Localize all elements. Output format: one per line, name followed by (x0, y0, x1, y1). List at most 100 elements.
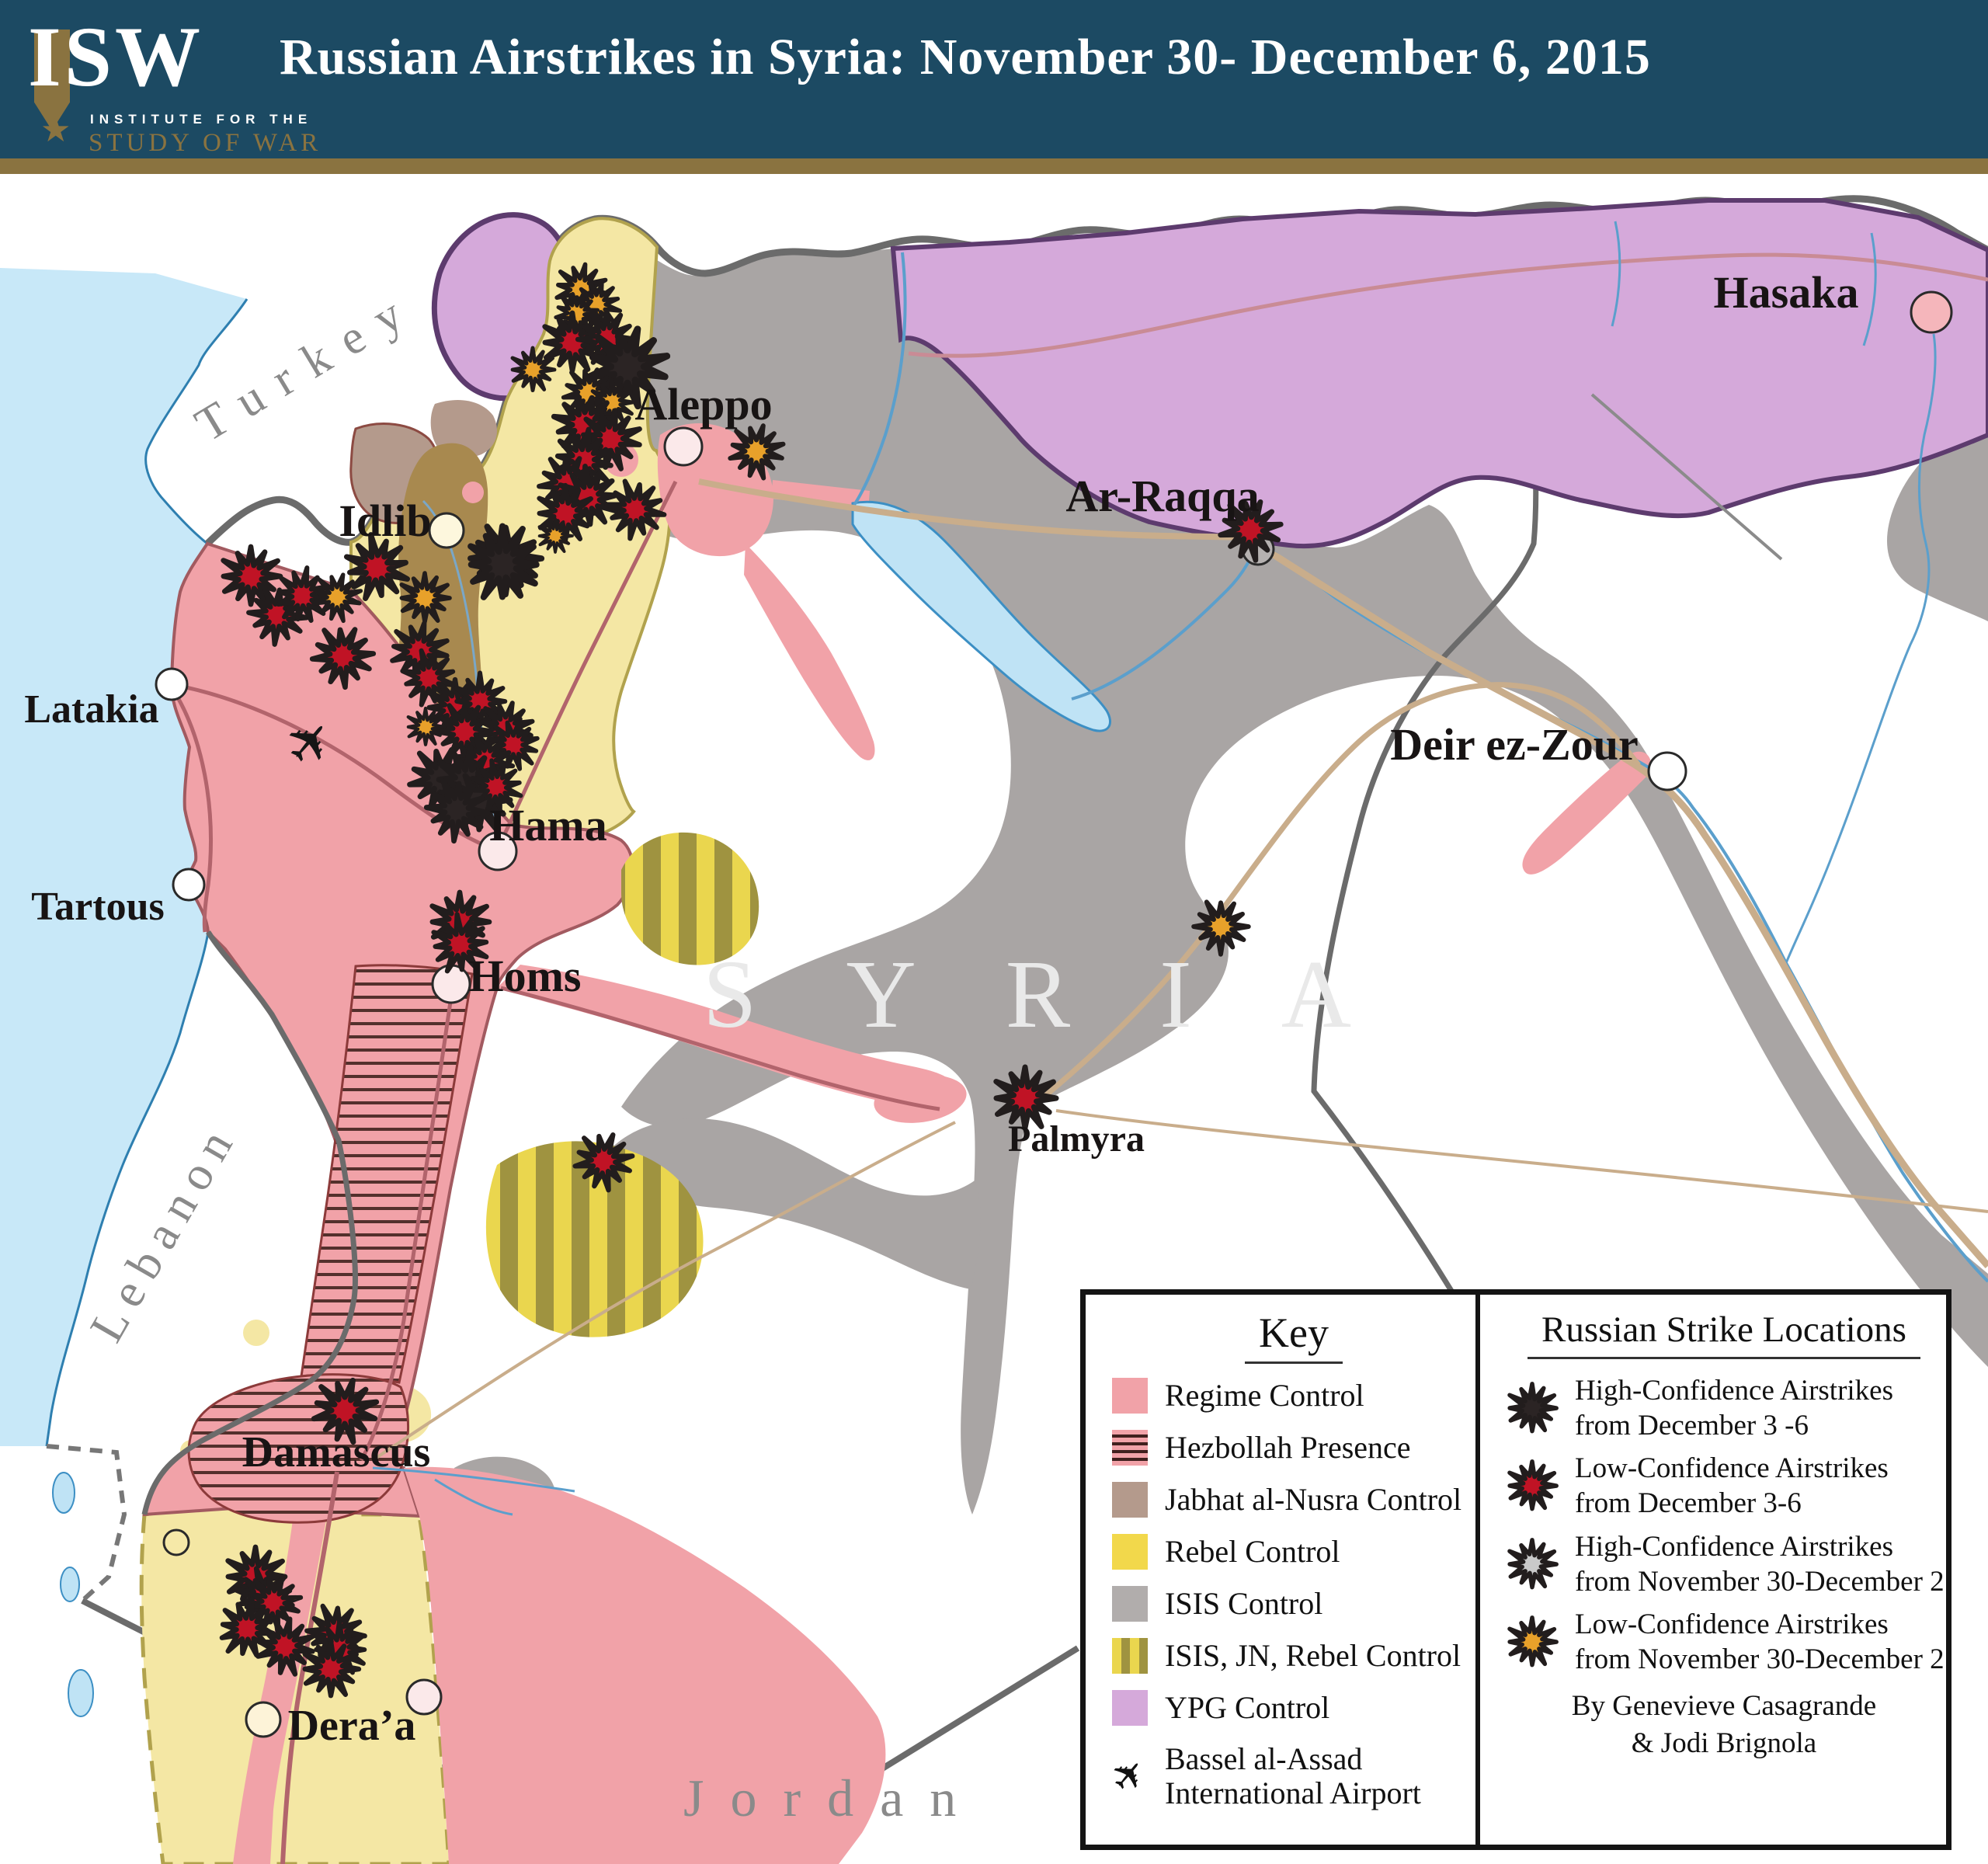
road-damascus-palmyra (371, 1121, 956, 1462)
rebel-pocket (243, 1320, 269, 1346)
airport-icon: ✈ (1101, 1748, 1158, 1803)
river-ne (1611, 221, 1621, 327)
river-khabur (1785, 333, 1937, 964)
regime-palmyra-blob (874, 1075, 967, 1123)
city-point (172, 868, 206, 902)
road-m5-north (495, 480, 678, 852)
strike-legend-item: Low-Confidence Airstrikes from December 3… (1502, 1451, 1946, 1521)
region-mixed-ne-homs (621, 832, 759, 965)
city-label-ar-raqqa: Ar-Raqqa (1065, 471, 1259, 521)
legend-panel: Key Regime Control Hezbollah Presence Jabh… (1080, 1289, 1952, 1850)
logo-line1: INSTITUTE FOR THE (90, 112, 313, 127)
city-point (1910, 290, 1953, 334)
strike-title: Russian Strike Locations (1502, 1309, 1946, 1359)
mixed-swatch (1112, 1638, 1148, 1674)
city-label-aleppo: Aleppo (634, 379, 772, 429)
logo-isw-text: ISW (28, 9, 203, 104)
key-panel: Key Regime Control Hezbollah Presence Jabh… (1086, 1295, 1480, 1845)
ypg-swatch (1112, 1690, 1148, 1726)
strike-legend-text: High-Confidence Airstrikes from December … (1575, 1375, 1893, 1442)
city-point (478, 831, 518, 871)
rebel-swatch (1112, 1534, 1148, 1570)
key-item-regime: Regime Control (1112, 1378, 1475, 1414)
river-euphrates-north (853, 252, 907, 506)
key-item-hezbollah: Hezbollah Presence (1112, 1430, 1475, 1466)
lake-galilee (68, 1669, 94, 1717)
page-title: Russian Airstrikes in Syria: November 30… (280, 29, 1651, 85)
strike-legend-item: Low-Confidence Airstrikes from November 3… (1502, 1607, 1946, 1677)
city-point (162, 1528, 190, 1556)
gold-divider-bar (0, 158, 1988, 174)
strike-legend-text: High-Confidence Airstrikes from November … (1575, 1530, 1945, 1598)
border-lebanon (141, 930, 358, 1515)
key-item-label: Rebel Control (1165, 1534, 1340, 1569)
strike-legend-item: High-Confidence Airstrikes from December … (1502, 1373, 1946, 1443)
road-in-ypg (908, 252, 1988, 358)
byline-line2: & Jodi Brignola (1631, 1727, 1817, 1760)
city-label-dera-a: Dera’a (288, 1702, 416, 1750)
city-point (405, 1678, 443, 1716)
isis-swatch (1112, 1586, 1148, 1622)
key-item-label: Jabhat al-Nusra Control (1165, 1482, 1462, 1517)
city-label-damascus: Damascus (242, 1428, 431, 1476)
city-point (1647, 751, 1687, 791)
city-point (428, 512, 465, 549)
key-item-label: Hezbollah Presence (1165, 1430, 1411, 1465)
byline: By Genevieve Casagrande & Jodi Brignola (1502, 1688, 1946, 1762)
corridor-homs-palmyra (497, 965, 961, 1111)
starburst-icon (1502, 1612, 1562, 1672)
starburst-icon (1502, 1378, 1562, 1438)
key-item-ypg: YPG Control (1112, 1690, 1475, 1726)
region-mixed-se-homs (485, 1141, 704, 1337)
jn-swatch (1112, 1482, 1148, 1518)
key-item-isis: ISIS Control (1112, 1586, 1475, 1622)
road-latakia-hama (174, 683, 498, 853)
strike-legend-text: Low-Confidence Airstrikes from December 3… (1575, 1452, 1889, 1520)
key-items: Regime Control Hezbollah Presence Jabhat a… (1102, 1378, 1475, 1810)
border-golan-dashed (46, 1444, 127, 1603)
road-palmyra-east (1055, 1109, 1988, 1213)
city-label-hasaka: Hasaka (1714, 267, 1859, 318)
map-canvas: SYRIA ✈ Aleppo Idlib Latakia Hama Tartous Hom… (0, 195, 1988, 1864)
key-item-rebel: Rebel Control (1112, 1534, 1475, 1570)
country-watermark: SYRIA (703, 941, 1441, 1048)
region-isis-khabur (1887, 419, 1988, 621)
syria-watermark-group: SYRIA (703, 941, 1441, 1048)
starburst-icon (1502, 1534, 1562, 1594)
city-label-hama: Hama (489, 800, 606, 850)
key-item-label: ISIS, JN, Rebel Control (1165, 1638, 1461, 1673)
city-point (663, 426, 704, 467)
regime-pocket (462, 482, 484, 503)
river-ne (1862, 232, 1877, 346)
header-bar: ISW ★ INSTITUTE FOR THE STUDY OF WAR Rus… (0, 0, 1988, 158)
road-euphrates (1254, 541, 1988, 1268)
corridor-aleppo-east (771, 480, 870, 509)
isw-logo: ISW ★ INSTITUTE FOR THE STUDY OF WAR (22, 8, 318, 157)
city-point (245, 1701, 282, 1738)
key-item-jn: Jabhat al-Nusra Control (1112, 1482, 1475, 1518)
regime-swatch (1112, 1378, 1148, 1414)
road-homs-palmyra (500, 986, 940, 1111)
road-homs-damascus (359, 1001, 453, 1462)
region-ypg-strip (890, 198, 1988, 549)
road-palmyra-deir (1034, 682, 1641, 1105)
city-label-tartous: Tartous (31, 885, 164, 929)
region-regime-south (404, 1466, 886, 1864)
road-coast (169, 686, 213, 933)
city-label-palmyra: Palmyra (1008, 1118, 1145, 1160)
byline-line1: By Genevieve Casagrande (1571, 1690, 1877, 1722)
road-damascus-deraa (280, 1471, 339, 1864)
strike-legend-text: Low-Confidence Airstrikes from November 3… (1575, 1608, 1945, 1675)
strike-legend-item: High-Confidence Airstrikes from November … (1502, 1529, 1946, 1599)
city-point (431, 964, 471, 1004)
lake-small (60, 1567, 80, 1602)
river-barada (372, 1466, 575, 1516)
lake-assad (851, 500, 1111, 732)
starburst-icon (1502, 1455, 1562, 1516)
city-label-latakia: Latakia (24, 687, 158, 732)
city-label-idlib: Idlib (339, 496, 431, 546)
corridor-aleppo-south (744, 544, 875, 760)
hezbollah-swatch (1112, 1430, 1148, 1466)
mediterranean-sea (0, 268, 247, 1446)
